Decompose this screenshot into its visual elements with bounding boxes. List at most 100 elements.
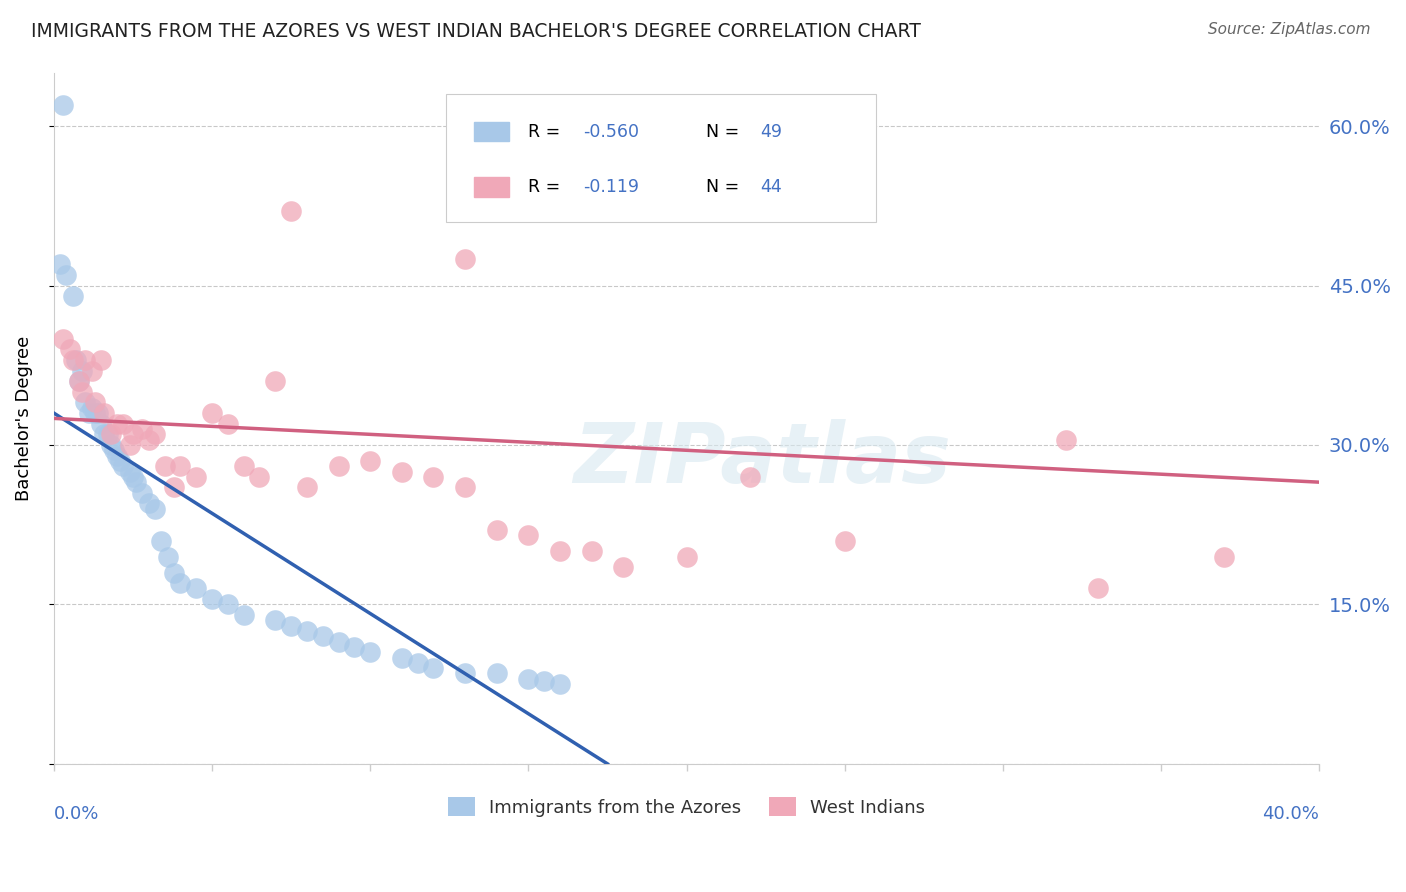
- Point: [112, 459, 135, 474]
- Point: [738, 470, 761, 484]
- Point: [186, 582, 208, 596]
- Point: [72, 363, 94, 377]
- Point: [201, 592, 224, 607]
- Point: [49, 257, 72, 271]
- Point: [65, 353, 87, 368]
- Text: R =: R =: [529, 178, 567, 196]
- Point: [105, 417, 128, 431]
- Text: IMMIGRANTS FROM THE AZORES VS WEST INDIAN BACHELOR'S DEGREE CORRELATION CHART: IMMIGRANTS FROM THE AZORES VS WEST INDIA…: [31, 22, 921, 41]
- Point: [391, 465, 413, 479]
- Point: [59, 343, 82, 357]
- Point: [156, 549, 179, 564]
- Point: [138, 433, 160, 447]
- Text: Source: ZipAtlas.com: Source: ZipAtlas.com: [1208, 22, 1371, 37]
- Point: [125, 475, 148, 490]
- Point: [295, 481, 318, 495]
- Point: [169, 576, 191, 591]
- Point: [100, 438, 122, 452]
- Point: [834, 533, 856, 548]
- Point: [232, 607, 254, 622]
- Point: [201, 406, 224, 420]
- Point: [52, 332, 75, 346]
- Point: [581, 544, 603, 558]
- Point: [1213, 549, 1236, 564]
- Point: [150, 533, 173, 548]
- Point: [612, 560, 634, 574]
- Point: [52, 98, 75, 112]
- Point: [75, 395, 97, 409]
- Y-axis label: Bachelor's Degree: Bachelor's Degree: [15, 335, 32, 501]
- Point: [143, 427, 166, 442]
- Point: [217, 598, 239, 612]
- Point: [485, 523, 508, 537]
- Bar: [474, 178, 509, 196]
- Point: [80, 363, 103, 377]
- Point: [67, 374, 90, 388]
- Point: [280, 618, 302, 632]
- Point: [1054, 433, 1077, 447]
- Point: [295, 624, 318, 638]
- Point: [391, 650, 413, 665]
- Point: [77, 406, 100, 420]
- Point: [62, 289, 84, 303]
- Point: [143, 501, 166, 516]
- Point: [232, 459, 254, 474]
- Legend: Immigrants from the Azores, West Indians: Immigrants from the Azores, West Indians: [440, 790, 932, 824]
- Point: [186, 470, 208, 484]
- Point: [163, 566, 186, 580]
- Text: 49: 49: [761, 123, 782, 141]
- Point: [675, 549, 697, 564]
- Point: [454, 481, 477, 495]
- Point: [87, 406, 110, 420]
- Point: [55, 268, 77, 282]
- Point: [90, 417, 112, 431]
- Bar: [474, 122, 509, 141]
- Point: [422, 661, 444, 675]
- Point: [548, 544, 571, 558]
- Point: [359, 645, 381, 659]
- Point: [72, 384, 94, 399]
- Point: [75, 353, 97, 368]
- Point: [122, 427, 145, 442]
- Point: [105, 449, 128, 463]
- Point: [163, 481, 186, 495]
- Text: -0.119: -0.119: [583, 178, 638, 196]
- Point: [548, 677, 571, 691]
- Point: [93, 427, 115, 442]
- Text: -0.560: -0.560: [583, 123, 638, 141]
- Point: [328, 459, 350, 474]
- Point: [249, 470, 271, 484]
- Point: [280, 204, 302, 219]
- Text: 44: 44: [761, 178, 782, 196]
- Point: [90, 353, 112, 368]
- Point: [118, 438, 141, 452]
- Point: [517, 528, 540, 542]
- Point: [131, 422, 153, 436]
- Point: [131, 485, 153, 500]
- Point: [138, 496, 160, 510]
- Point: [97, 427, 120, 442]
- Point: [112, 417, 135, 431]
- Point: [217, 417, 239, 431]
- Point: [454, 666, 477, 681]
- FancyBboxPatch shape: [446, 94, 876, 221]
- Point: [485, 666, 508, 681]
- Point: [517, 672, 540, 686]
- Point: [84, 406, 107, 420]
- Text: R =: R =: [529, 123, 567, 141]
- Point: [84, 395, 107, 409]
- Point: [312, 629, 335, 643]
- Point: [122, 470, 145, 484]
- Point: [422, 470, 444, 484]
- Point: [67, 374, 90, 388]
- Point: [264, 613, 287, 627]
- Point: [1087, 582, 1109, 596]
- Point: [80, 401, 103, 415]
- Point: [343, 640, 366, 654]
- Point: [100, 427, 122, 442]
- Point: [118, 465, 141, 479]
- Text: 0.0%: 0.0%: [53, 805, 100, 823]
- Point: [328, 634, 350, 648]
- Point: [62, 353, 84, 368]
- Point: [153, 459, 176, 474]
